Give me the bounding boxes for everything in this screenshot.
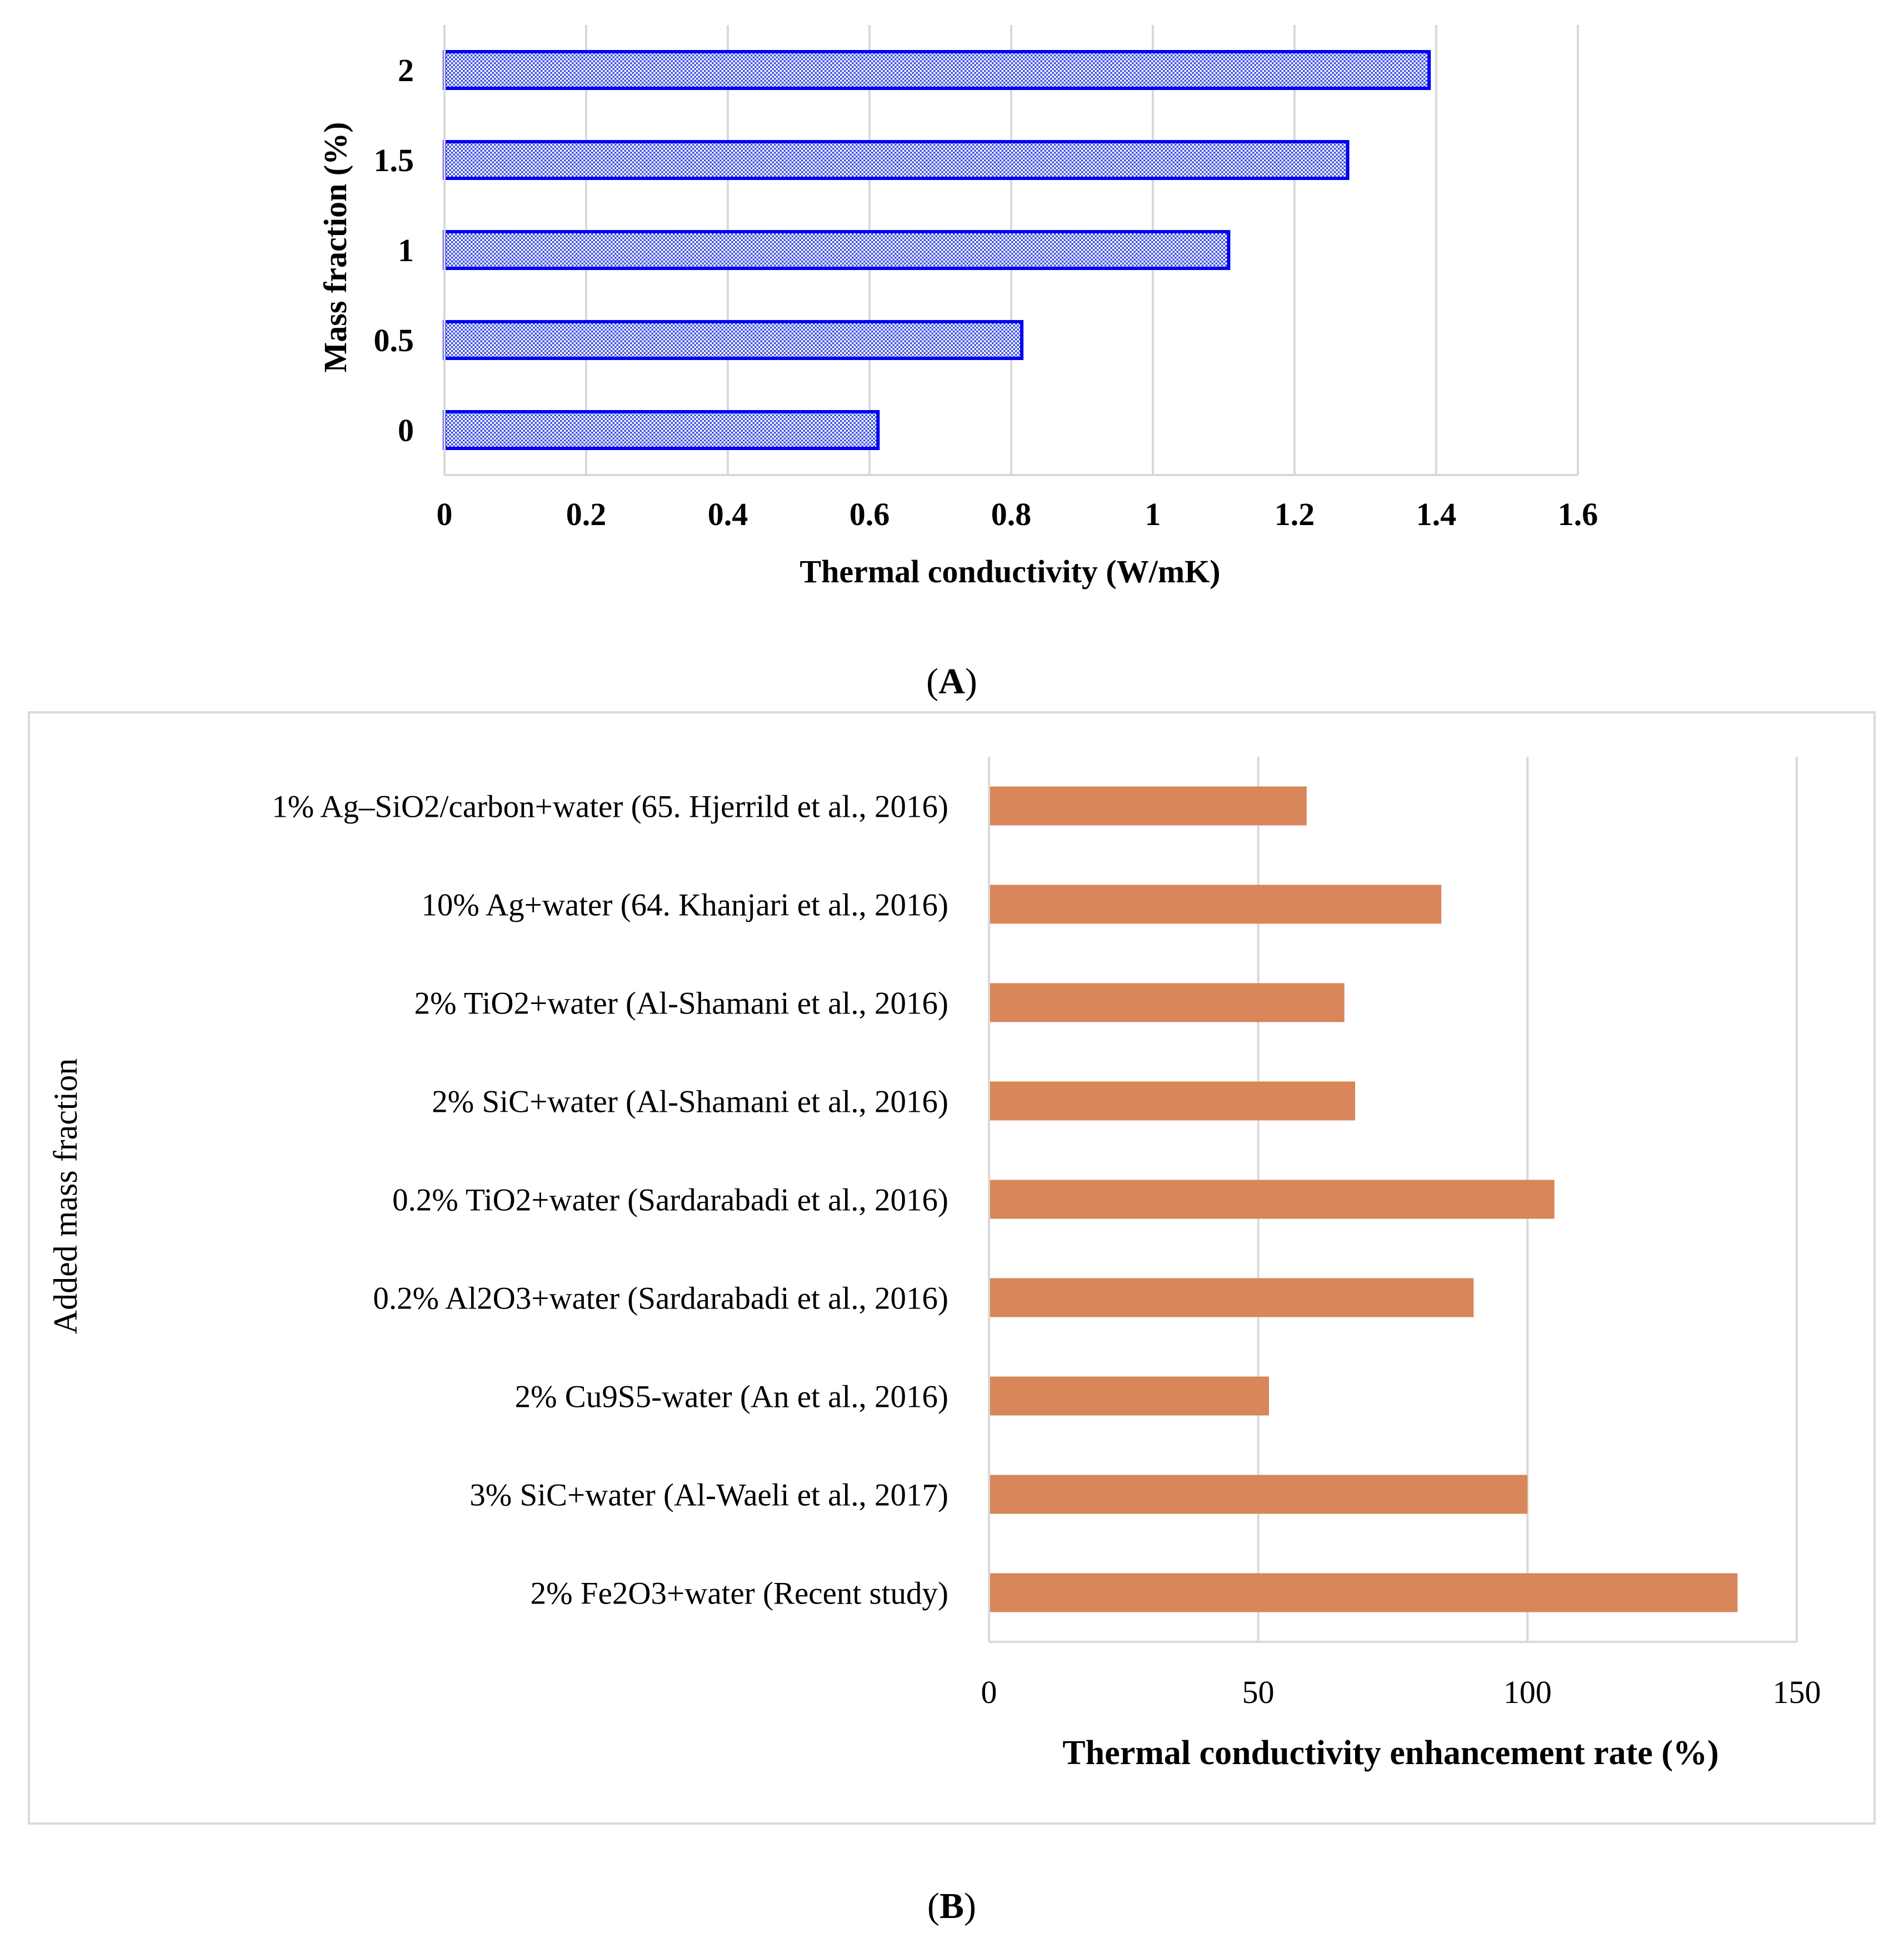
chart-a-y-tick-labels: 0 0.5 1 1.5 2: [374, 52, 414, 448]
chart-a-x-tick-label: 1.6: [1558, 496, 1598, 532]
chart-b-y-tick-label: 2% Fe2O3+water (Recent study): [531, 1576, 948, 1611]
chart-b-bar: [989, 1376, 1270, 1416]
chart-a-x-tick-label: 0.8: [991, 496, 1032, 532]
chart-b-bar: [989, 1278, 1474, 1317]
chart-b-bar: [989, 1475, 1528, 1514]
chart-b-y-tick-label: 2% Cu9S5-water (An et al., 2016): [515, 1380, 948, 1415]
chart-b-bar: [989, 1180, 1555, 1219]
chart-a-x-tick-labels: 0 0.2 0.4 0.6 0.8 1 1.2 1.4 1.6: [437, 496, 1598, 532]
chart-a-y-tick-label: 0: [398, 412, 414, 448]
chart-a-x-tick-label: 1.2: [1275, 496, 1315, 532]
chart-a-x-tick-label: 0.4: [708, 496, 748, 532]
chart-a-x-tick-label: 1.4: [1416, 496, 1457, 532]
chart-b-x-tick-label: 100: [1503, 1674, 1552, 1710]
chart-a-x-tick-label: 0.2: [566, 496, 607, 532]
chart-a-thermal-conductivity: 0 0.2 0.4 0.6 0.8 1 1.2 1.4 1.6 0 0.5 1 1.5 2 Therma…: [317, 25, 1598, 590]
chart-b-y-tick-label: 1% Ag–SiO2/carbon+water (65. Hjerrild et…: [272, 790, 948, 825]
chart-a-bar: [443, 140, 1350, 180]
chart-b-y-tick-label: 2% TiO2+water (Al-Shamani et al., 2016): [414, 986, 948, 1021]
chart-b-x-tick-labels: 0 50 100 150: [981, 1674, 1821, 1710]
chart-b-y-tick-label: 10% Ag+water (64. Khanjari et al., 2016): [421, 888, 948, 923]
panel-b-caption-letter: B: [939, 1886, 964, 1926]
panel-a-caption-letter: A: [938, 661, 965, 702]
chart-b-bars: [989, 786, 1738, 1612]
chart-a-y-tick-label: 0.5: [374, 322, 414, 358]
chart-a-bar: [443, 50, 1431, 90]
chart-b-y-tick-label: 0.2% Al2O3+water (Sardarabadi et al., 20…: [373, 1281, 948, 1316]
panel-a-caption: (A): [926, 661, 977, 702]
chart-a-y-axis-title: Mass fraction (%): [317, 122, 353, 372]
chart-b-bar: [989, 983, 1345, 1022]
chart-a-x-tick-label: 1: [1145, 496, 1161, 532]
chart-a-bar: [443, 230, 1231, 270]
chart-b-y-axis-title: Added mass fraction: [47, 1058, 84, 1335]
chart-a-bars: [443, 50, 1431, 450]
chart-b-x-tick-label: 0: [981, 1674, 997, 1710]
chart-a-bar: [443, 410, 880, 450]
chart-b-y-tick-labels: 1% Ag–SiO2/carbon+water (65. Hjerrild et…: [272, 790, 948, 1611]
chart-a-x-tick-label: 0: [437, 496, 453, 532]
chart-b-x-tick-label: 50: [1242, 1674, 1275, 1710]
chart-b-bar: [989, 885, 1442, 924]
chart-b-bar: [989, 786, 1307, 826]
chart-a-x-axis-title: Thermal conductivity (W/mK): [799, 553, 1220, 590]
panel-b-caption: (B): [927, 1886, 976, 1926]
chart-b-frame: [28, 711, 1876, 1825]
chart-a-x-tick-label: 0.6: [849, 496, 890, 532]
chart-b-y-tick-label: 0.2% TiO2+water (Sardarabadi et al., 201…: [392, 1183, 948, 1218]
chart-b-x-axis-title: Thermal conductivity enhancement rate (%…: [1062, 1734, 1718, 1772]
chart-b-bar: [989, 1573, 1738, 1612]
svg-text:(B): (B): [927, 1886, 976, 1926]
chart-a-y-tick-label: 2: [398, 52, 414, 88]
chart-b-bar: [989, 1081, 1356, 1121]
chart-b-enhancement-rate: 0 50 100 150 1% Ag–SiO2/carbon+water (65. H…: [28, 711, 1876, 1825]
chart-b-y-tick-label: 3% SiC+water (Al-Waeli et al., 2017): [469, 1478, 948, 1513]
svg-text:(A): (A): [926, 661, 977, 702]
chart-b-y-tick-label: 2% SiC+water (Al-Shamani et al., 2016): [432, 1085, 948, 1120]
chart-a-bar: [443, 320, 1024, 360]
chart-a-y-tick-label: 1.5: [374, 142, 414, 178]
chart-a-y-tick-label: 1: [398, 232, 414, 268]
chart-b-x-tick-label: 150: [1773, 1674, 1821, 1710]
